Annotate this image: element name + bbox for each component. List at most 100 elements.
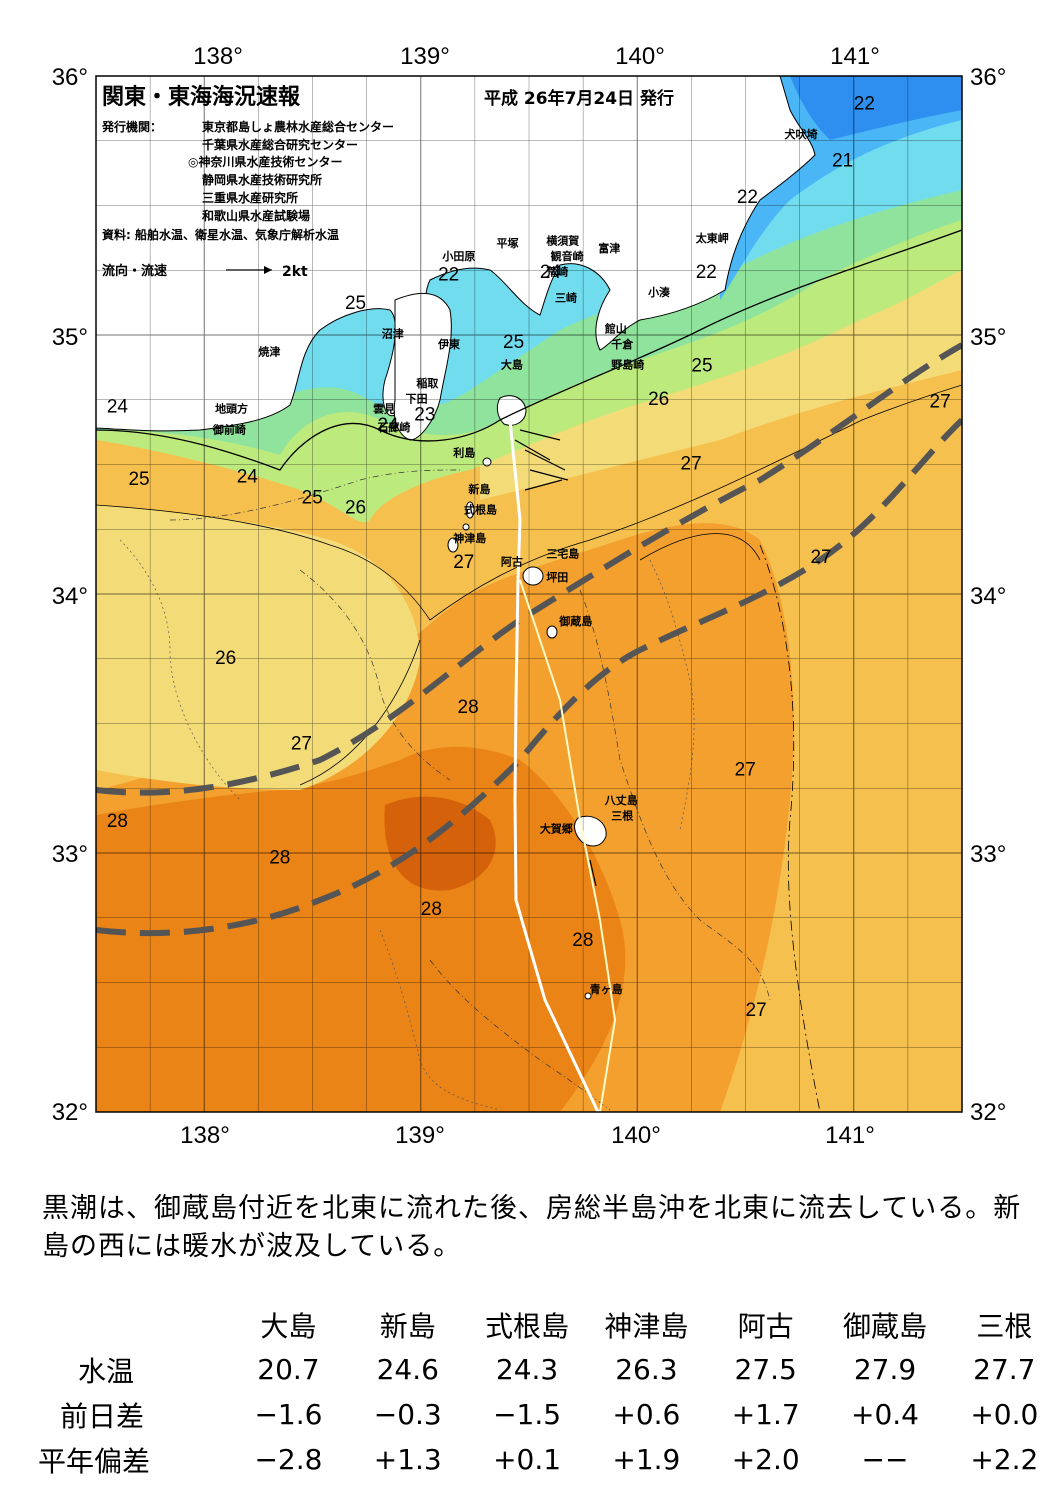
table-cell: +0.6 [612, 1398, 681, 1431]
table-cell: +2.2 [970, 1443, 1039, 1476]
table-cell: −1.5 [493, 1398, 562, 1431]
sst-label: 26 [215, 648, 236, 669]
place-name: 式根島 [464, 503, 497, 517]
place-name: 平塚 [497, 236, 519, 250]
sst-label: 26 [345, 498, 366, 519]
sst-label: 23 [414, 404, 435, 425]
lon-labels-bottom: 138° 139° 140° 141° [180, 1122, 875, 1149]
island-shikinejima [462, 523, 470, 531]
table-cell: 24.3 [495, 1353, 559, 1386]
station-header: 三根 [976, 1309, 1033, 1343]
place-name: 御前崎 [212, 422, 246, 436]
sst-label: 25 [503, 332, 524, 353]
issue-date: 平成 26年7月24日 発行 [484, 88, 674, 109]
island-toshima [482, 457, 492, 467]
place-name: 小湊 [647, 285, 670, 299]
current-legend-label: 流向・流速 [102, 263, 167, 279]
issuer-label: 発行機関： [101, 119, 162, 134]
sst-label: 21 [832, 151, 853, 172]
place-name: 犬吠埼 [784, 127, 817, 141]
place-name: 利島 [453, 446, 475, 460]
lon-label-top: 141° [830, 43, 880, 70]
ship-track [508, 419, 600, 1112]
sst-label: 28 [572, 930, 593, 951]
place-name: 三宅島 [546, 547, 579, 561]
lat-label-left: 33° [52, 841, 88, 868]
island-mikurajima [546, 625, 558, 639]
sst-label: 27 [291, 733, 312, 754]
table-cell: 26.3 [615, 1353, 678, 1386]
place-name: 野島崎 [611, 358, 644, 372]
lat-label-right: 35° [970, 324, 1006, 351]
sst-label: 25 [302, 487, 323, 508]
lat-label-right: 33° [970, 841, 1006, 868]
station-header: 神津島 [604, 1309, 689, 1343]
place-name: 石廊崎 [376, 420, 410, 434]
lon-label-bottom: 138° [180, 1122, 230, 1149]
table-cell: 27.7 [973, 1353, 1036, 1386]
row-label: 水温 [78, 1354, 135, 1388]
sst-label: 25 [345, 293, 366, 314]
sst-label: 25 [128, 469, 149, 490]
place-name: 阿古 [501, 555, 523, 569]
place-name: 観音崎 [551, 249, 584, 263]
current-vectors [514, 429, 597, 887]
sst-label: 27 [453, 552, 474, 573]
station-header: 新島 [379, 1309, 436, 1343]
place-name: 三根 [611, 808, 634, 822]
row-label: 平年偏差 [38, 1444, 151, 1478]
lon-label-top: 138° [193, 43, 243, 70]
summary-text: 黒潮は、御蔵島付近を北東に流れた後、房総半島沖を北東に流去している。新島の西には… [42, 1193, 1022, 1262]
lon-label-bottom: 140° [611, 1122, 661, 1149]
sst-label: 24 [107, 397, 129, 418]
row-label: 前日差 [60, 1399, 145, 1433]
island-aogashima [584, 992, 592, 1000]
sst-label: 28 [458, 697, 479, 718]
place-name: 下田 [406, 392, 428, 405]
issuer-3: 静岡県水産技術研究所 [202, 172, 322, 187]
issuer-4: 三重県水産研究所 [202, 190, 298, 205]
sst-label: 22 [737, 187, 758, 208]
table-cell: 27.5 [734, 1353, 797, 1386]
lon-label-bottom: 139° [395, 1122, 445, 1149]
table-cell: +2.0 [731, 1443, 800, 1476]
lon-labels-top: 138° 139° 140° 141° [193, 43, 880, 70]
place-name: 小田原 [441, 249, 475, 263]
sst-label: 22 [438, 265, 459, 286]
place-name: 荒崎 [545, 264, 568, 278]
lat-labels-left: 36° 35° 34° 33° 32° [52, 64, 88, 1126]
ship-track-2 [519, 579, 617, 1112]
station-temperature-table: 大島 新島 式根島 神津島 阿古 御蔵島 三根 水温 20.7 24.6 24.… [38, 1302, 1064, 1482]
sst-label: 26 [648, 389, 669, 410]
table-cell: −1.6 [254, 1398, 323, 1431]
place-name: 大島 [501, 358, 523, 372]
sea-band-26 [96, 505, 420, 790]
table-cell: 20.7 [257, 1353, 320, 1386]
place-name: 横須賀 [546, 233, 579, 247]
island-niijima [465, 501, 475, 519]
table-cell: −2.8 [254, 1443, 323, 1476]
graticule [96, 76, 962, 1112]
table-cell: +1.9 [612, 1443, 681, 1476]
sst-label: 24 [237, 467, 259, 488]
sst-label: 28 [269, 847, 290, 868]
place-name: 御蔵島 [558, 614, 592, 628]
place-name: 大賀郷 [540, 821, 573, 835]
station-header: 大島 [260, 1309, 317, 1343]
table-cell: 24.6 [376, 1353, 439, 1386]
sst-label: 22 [854, 94, 875, 115]
lat-labels-right: 36° 35° 34° 33° 32° [970, 64, 1006, 1126]
sst-label: 27 [746, 1000, 767, 1021]
issuer-2: ◎神奈川県水産技術センター [188, 154, 342, 169]
lat-label-right: 32° [970, 1099, 1006, 1126]
kuroshio-axis [96, 342, 962, 937]
sea-band-21 [790, 76, 962, 140]
place-name: 太東岬 [695, 231, 729, 245]
place-name: 雲見 [373, 403, 395, 416]
current-scale-value: 2kt [282, 264, 308, 280]
sst-label: 28 [421, 899, 442, 920]
sst-label: 27 [735, 759, 756, 780]
table-cell: +0.0 [970, 1398, 1039, 1431]
place-name: 富津 [598, 241, 620, 255]
